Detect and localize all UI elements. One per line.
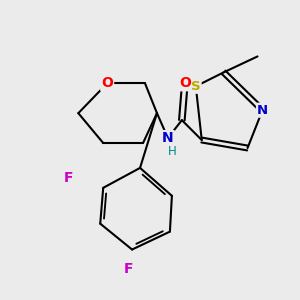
Text: S: S	[191, 80, 201, 93]
Text: O: O	[179, 76, 191, 90]
Text: F: F	[64, 171, 73, 185]
Text: F: F	[123, 262, 133, 276]
Text: N: N	[162, 131, 174, 145]
Text: N: N	[257, 104, 268, 117]
Text: H: H	[167, 146, 176, 158]
Text: O: O	[101, 76, 113, 90]
